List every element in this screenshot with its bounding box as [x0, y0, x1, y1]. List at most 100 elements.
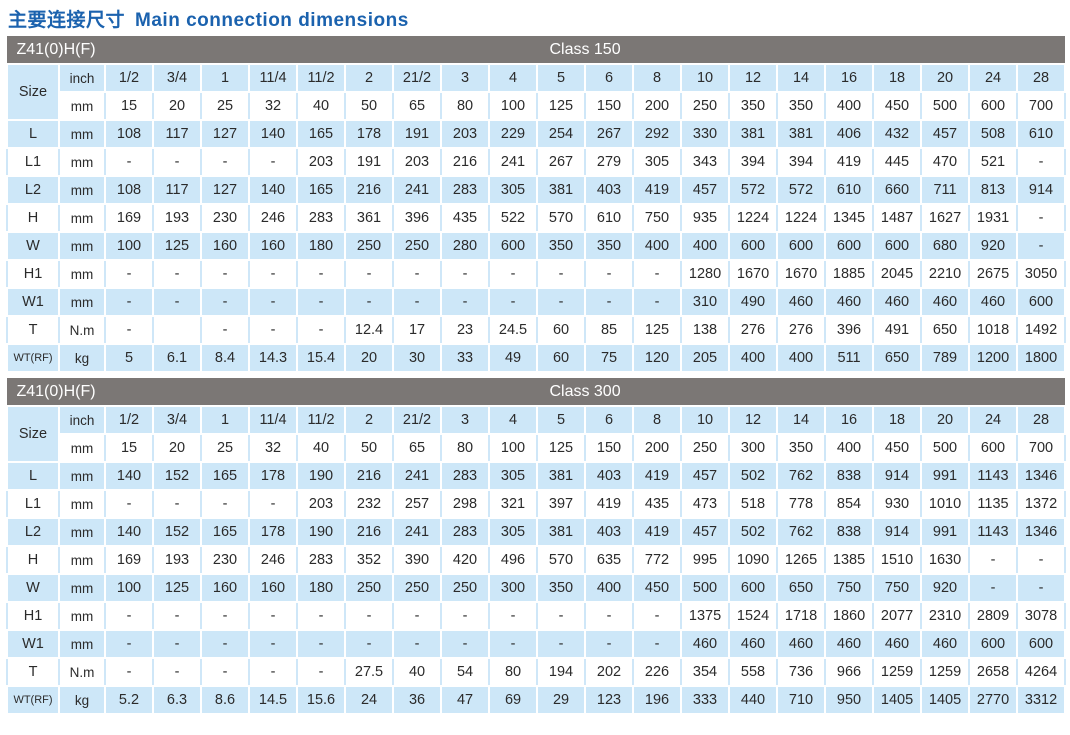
value-cell: -: [248, 147, 299, 177]
size-inch-cell: 16: [824, 405, 875, 435]
value-cell: 165: [296, 175, 347, 205]
value-cell: 762: [776, 461, 827, 491]
value-cell: 2045: [872, 259, 923, 289]
value-cell: 352: [344, 545, 395, 575]
row-label: L: [6, 119, 60, 149]
value-cell: 80: [488, 657, 539, 687]
dim-row-t: T N.m - - - -12.4 17 23 24.5 60 85 125 138 276 276 396 4…: [6, 315, 1067, 345]
value-cell: 305: [488, 517, 539, 547]
value-cell: 396: [824, 315, 875, 345]
dim-row-w1: W1 mm - - - - - - - - - - - -460 460 460 460 460 460 600 600: [6, 629, 1067, 659]
row-label: W: [6, 573, 60, 603]
value-cell: 1346: [1016, 517, 1067, 547]
value-cell: 250: [344, 573, 395, 603]
row-unit: mm: [57, 461, 107, 491]
dimension-table-class-150: Z41(0)H(F) Class 150 Size inch 1/2 3/4 1 11/4 11…: [6, 36, 1067, 373]
value-cell: 305: [632, 147, 683, 177]
value-cell: 305: [488, 461, 539, 491]
value-cell: 108: [104, 119, 155, 149]
value-cell: 140: [104, 517, 155, 547]
value-cell: 381: [536, 175, 587, 205]
size-mm-cell: 450: [872, 91, 923, 121]
row-label: H1: [6, 601, 60, 631]
row-unit: N.m: [57, 315, 107, 345]
value-cell: -: [248, 315, 299, 345]
value-cell: 935: [680, 203, 731, 233]
value-cell: 1372: [1016, 489, 1067, 519]
dim-row-h1: H1 mm - - - - - - - - - - - -1280 1670 1670 1885 2045 2210…: [6, 259, 1067, 289]
value-cell: 230: [200, 203, 251, 233]
value-cell: 490: [728, 287, 779, 317]
value-cell: 1860: [824, 601, 875, 631]
value-cell: -: [248, 287, 299, 317]
value-cell: -: [632, 287, 683, 317]
value-cell: 254: [536, 119, 587, 149]
value-cell: 229: [488, 119, 539, 149]
dim-row-t: T N.m - - - - -27.5 40 54 80 194 202 226 354 558 736 966…: [6, 657, 1067, 687]
value-cell: 736: [776, 657, 827, 687]
value-cell: 100: [104, 573, 155, 603]
value-cell: 205: [680, 343, 731, 373]
size-inch-cell: 3: [440, 63, 491, 93]
size-inch-cell: 1/2: [104, 63, 155, 93]
value-cell: 125: [632, 315, 683, 345]
value-cell: 24.5: [488, 315, 539, 345]
value-cell: 216: [344, 175, 395, 205]
value-cell: 838: [824, 461, 875, 491]
value-cell: 203: [296, 489, 347, 519]
value-cell: 419: [632, 517, 683, 547]
size-inch-cell: 3/4: [152, 63, 203, 93]
value-cell: 460: [920, 629, 971, 659]
value-cell: 635: [584, 545, 635, 575]
value-cell: -: [584, 259, 635, 289]
value-cell: -: [1016, 231, 1067, 261]
size-mm-cell: 20: [152, 433, 203, 463]
value-cell: 406: [824, 119, 875, 149]
value-cell: 650: [776, 573, 827, 603]
size-mm-cell: 500: [920, 433, 971, 463]
value-cell: 14.5: [248, 685, 299, 715]
value-cell: 5.2: [104, 685, 155, 715]
value-cell: 2210: [920, 259, 971, 289]
value-cell: 600: [776, 231, 827, 261]
value-cell: 460: [824, 287, 875, 317]
value-cell: -: [152, 601, 203, 631]
value-cell: 750: [824, 573, 875, 603]
value-cell: -: [440, 259, 491, 289]
value-cell: 600: [968, 629, 1019, 659]
value-cell: 710: [776, 685, 827, 715]
value-cell: 226: [632, 657, 683, 687]
size-inch-cell: 5: [536, 63, 587, 93]
row-label: T: [6, 315, 60, 345]
value-cell: 160: [248, 573, 299, 603]
value-cell: 2077: [872, 601, 923, 631]
value-cell: 190: [296, 461, 347, 491]
value-cell: 246: [248, 545, 299, 575]
size-mm-cell: 700: [1016, 433, 1067, 463]
row-unit: mm: [57, 119, 107, 149]
value-cell: -: [104, 489, 155, 519]
value-cell: 1265: [776, 545, 827, 575]
value-cell: -: [200, 629, 251, 659]
row-label: H: [6, 203, 60, 233]
value-cell: -: [1016, 573, 1067, 603]
value-cell: 1510: [872, 545, 923, 575]
size-mm-cell: 50: [344, 433, 395, 463]
row-unit: kg: [57, 343, 107, 373]
value-cell: 12.4: [344, 315, 395, 345]
size-mm-cell: 25: [200, 433, 251, 463]
size-inch-cell: 8: [632, 405, 683, 435]
size-inch-cell: 21/2: [392, 405, 443, 435]
value-cell: -: [200, 489, 251, 519]
value-cell: 460: [872, 287, 923, 317]
value-cell: 419: [632, 461, 683, 491]
value-cell: 419: [632, 175, 683, 205]
value-cell: -: [152, 629, 203, 659]
size-mm-cell: 500: [920, 91, 971, 121]
value-cell: 435: [440, 203, 491, 233]
value-cell: 650: [872, 343, 923, 373]
size-mm-cell: 600: [968, 433, 1019, 463]
value-cell: -: [968, 573, 1019, 603]
value-cell: 600: [1016, 629, 1067, 659]
